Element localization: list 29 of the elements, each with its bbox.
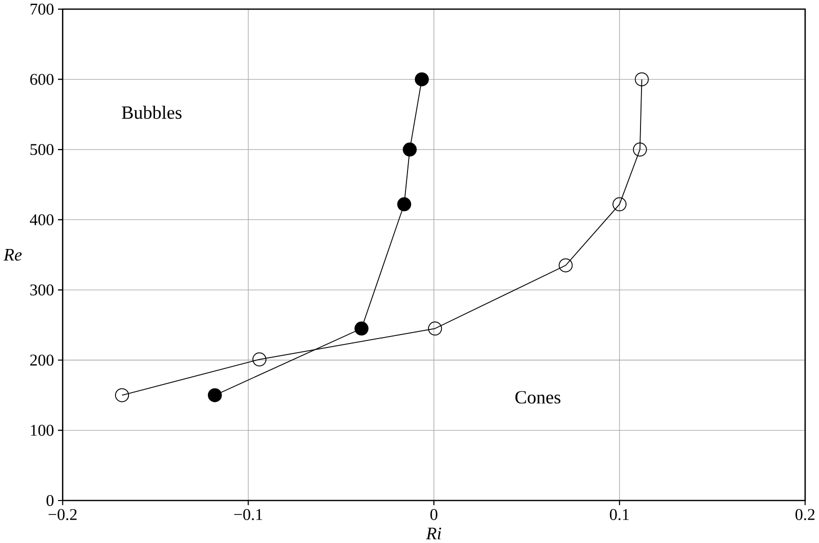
y-tick-label: 600 xyxy=(30,74,54,85)
point xyxy=(402,142,417,157)
x-tick-label: −0.1 xyxy=(234,509,262,520)
point xyxy=(634,72,649,86)
y-axis-title: Re xyxy=(4,249,22,261)
point xyxy=(612,197,626,212)
annotation: Bubbles xyxy=(122,106,182,119)
y-tick-label: 100 xyxy=(31,424,54,436)
point xyxy=(414,72,429,86)
point xyxy=(397,197,412,212)
annotation: Cones xyxy=(515,391,560,404)
x-tick-label: 0 xyxy=(430,509,438,520)
y-tick-label: 200 xyxy=(30,354,54,366)
y-tick-label: 300 xyxy=(30,284,54,296)
point xyxy=(115,388,130,402)
point xyxy=(428,322,442,336)
x-tick-label: 0.1 xyxy=(610,509,629,520)
point xyxy=(208,388,222,402)
y-tick-label: 500 xyxy=(30,144,54,156)
point xyxy=(558,258,573,272)
x-axis-title: Ri xyxy=(426,528,442,540)
y-tick-label: 700 xyxy=(30,4,54,15)
x-tick-label: 0.2 xyxy=(796,509,814,520)
point xyxy=(632,142,647,157)
point xyxy=(252,352,266,366)
x-tick-label: −0.2 xyxy=(48,509,77,520)
point xyxy=(354,322,368,336)
y-tick-label: 400 xyxy=(30,214,54,226)
y-tick-label: 0 xyxy=(46,495,54,506)
